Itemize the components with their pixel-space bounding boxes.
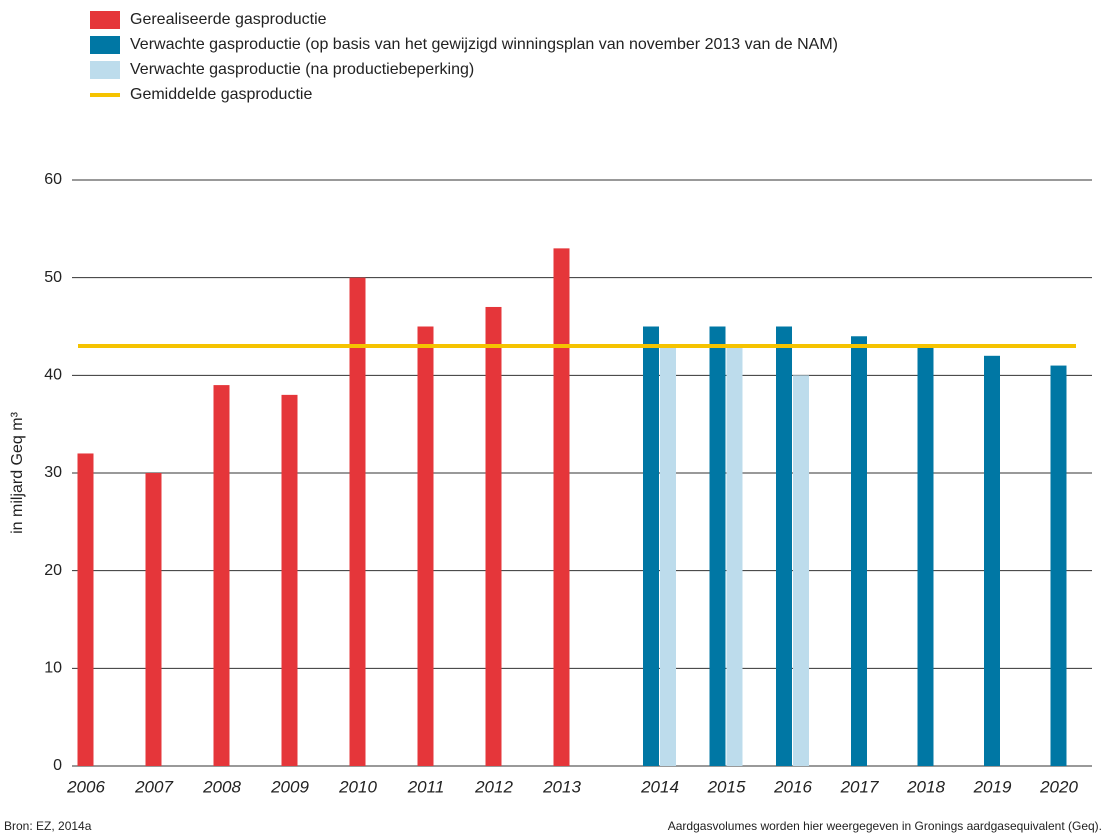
bar bbox=[726, 346, 743, 766]
note: Aardgasvolumes worden hier weergegeven i… bbox=[668, 819, 1102, 833]
x-tick-label: 2020 bbox=[1039, 777, 1078, 796]
bar bbox=[793, 375, 809, 766]
x-tick-label: 2016 bbox=[773, 777, 812, 796]
x-tick-label: 2010 bbox=[338, 777, 377, 796]
x-tick-label: 2012 bbox=[474, 777, 513, 796]
x-tick-label: 2006 bbox=[66, 777, 105, 796]
bar bbox=[1050, 365, 1067, 766]
legend-label: Verwachte gasproductie (op basis van het… bbox=[130, 36, 838, 53]
y-tick-label: 60 bbox=[44, 171, 62, 188]
bar bbox=[984, 355, 1000, 766]
x-tick-label: 2011 bbox=[407, 777, 445, 796]
y-tick-label: 0 bbox=[53, 757, 62, 774]
y-tick-label: 50 bbox=[44, 269, 62, 286]
bar bbox=[145, 473, 162, 766]
x-tick-label: 2014 bbox=[640, 777, 679, 796]
bar bbox=[553, 248, 570, 766]
y-tick-label: 30 bbox=[44, 464, 62, 481]
bar bbox=[281, 394, 298, 766]
bar bbox=[349, 277, 366, 766]
bar bbox=[485, 306, 502, 766]
x-tick-label: 2015 bbox=[707, 777, 746, 796]
legend-swatch bbox=[90, 61, 120, 79]
bar bbox=[917, 346, 934, 766]
bar bbox=[417, 326, 434, 766]
y-axis-label: in miljard Geq m³ bbox=[9, 411, 26, 533]
bar bbox=[851, 336, 867, 766]
legend-swatch bbox=[90, 36, 120, 54]
bar bbox=[77, 453, 94, 766]
source: Bron: EZ, 2014a bbox=[4, 819, 92, 833]
bar bbox=[643, 326, 659, 766]
legend-label: Gerealiseerde gasproductie bbox=[130, 11, 327, 28]
legend-swatch bbox=[90, 11, 120, 29]
legend-label: Gemiddelde gasproductie bbox=[130, 86, 312, 103]
x-tick-label: 2009 bbox=[270, 777, 309, 796]
x-tick-label: 2007 bbox=[134, 777, 173, 796]
x-tick-label: 2017 bbox=[840, 777, 879, 796]
y-tick-label: 40 bbox=[44, 367, 62, 384]
x-tick-label: 2018 bbox=[906, 777, 945, 796]
x-tick-label: 2013 bbox=[542, 777, 581, 796]
y-tick-label: 20 bbox=[44, 562, 62, 579]
bar bbox=[709, 326, 726, 766]
x-tick-label: 2008 bbox=[202, 777, 241, 796]
bar bbox=[776, 326, 792, 766]
y-tick-label: 10 bbox=[44, 660, 62, 677]
x-tick-label: 2019 bbox=[973, 777, 1012, 796]
bar bbox=[660, 346, 676, 766]
legend-label: Verwachte gasproductie (na productiebepe… bbox=[130, 61, 474, 78]
bar bbox=[213, 385, 230, 766]
